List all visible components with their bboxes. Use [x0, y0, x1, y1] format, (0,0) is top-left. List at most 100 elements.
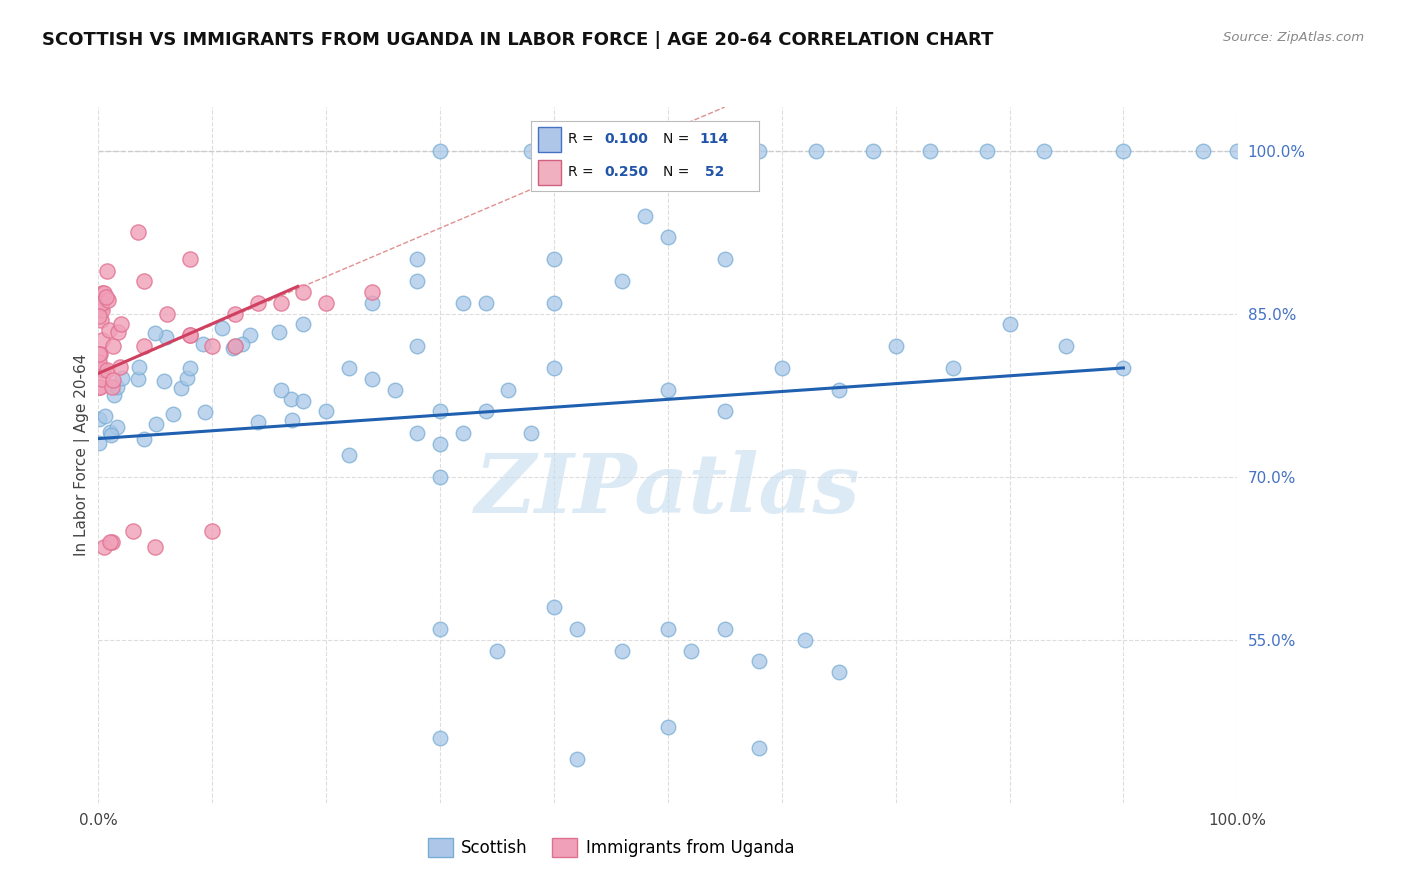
Point	[315, 295, 337, 310]
Point	[429, 144, 451, 158]
Point	[224, 339, 246, 353]
Point	[543, 252, 565, 267]
Point	[657, 720, 679, 734]
Point	[162, 407, 184, 421]
Point	[89, 354, 111, 368]
Point	[101, 373, 124, 387]
Point	[1192, 144, 1215, 158]
Point	[451, 426, 474, 441]
Point	[156, 307, 179, 321]
Point	[634, 209, 657, 223]
Point	[612, 643, 634, 657]
Point	[179, 252, 201, 267]
Point	[770, 360, 793, 375]
Point	[270, 295, 292, 310]
Point	[280, 392, 302, 406]
Point	[406, 339, 429, 353]
Point	[520, 426, 543, 441]
Point	[360, 285, 382, 299]
Point	[1054, 339, 1078, 353]
Point	[97, 293, 120, 307]
Point	[942, 360, 965, 375]
Point	[224, 307, 246, 321]
Point	[748, 655, 770, 669]
Point	[90, 300, 112, 314]
Point	[132, 339, 155, 353]
Point	[474, 295, 496, 310]
Point	[152, 374, 174, 388]
Point	[292, 285, 315, 299]
Point	[657, 230, 679, 244]
Point	[103, 388, 125, 402]
Point	[101, 379, 124, 393]
Point	[270, 383, 292, 397]
Point	[292, 393, 315, 408]
Point	[657, 622, 679, 636]
Point	[224, 339, 246, 353]
Point	[429, 622, 451, 636]
Point	[748, 144, 770, 158]
Point	[110, 318, 132, 332]
Point	[191, 337, 214, 351]
Point	[145, 541, 167, 555]
Point	[103, 339, 125, 353]
Point	[128, 360, 150, 375]
Text: ZIPatlas: ZIPatlas	[475, 450, 860, 530]
Point	[292, 318, 315, 332]
Point	[246, 415, 269, 429]
Point	[429, 731, 451, 745]
Point	[1032, 144, 1054, 158]
Point	[90, 313, 112, 327]
Point	[91, 303, 114, 318]
Point	[176, 371, 198, 385]
Point	[91, 296, 114, 310]
Point	[657, 383, 679, 397]
Point	[98, 425, 121, 440]
Point	[1112, 144, 1135, 158]
Point	[132, 432, 155, 446]
Point	[612, 144, 634, 158]
Point	[127, 372, 149, 386]
Point	[96, 363, 118, 377]
Point	[91, 286, 114, 301]
Point	[406, 426, 429, 441]
Point	[384, 383, 406, 397]
Point	[89, 347, 111, 361]
Point	[96, 263, 118, 277]
Point	[211, 321, 233, 335]
Point	[98, 534, 121, 549]
Point	[170, 381, 193, 395]
Point	[486, 643, 509, 657]
Point	[127, 225, 149, 239]
Point	[105, 420, 128, 434]
Point	[690, 144, 713, 158]
Point	[89, 380, 111, 394]
Point	[679, 643, 702, 657]
Point	[90, 372, 112, 386]
Point	[862, 144, 884, 158]
Point	[543, 600, 565, 615]
Point	[201, 339, 224, 353]
Point	[520, 144, 543, 158]
Point	[828, 665, 851, 680]
Point	[93, 285, 115, 300]
Point	[94, 409, 117, 423]
Point	[121, 524, 143, 538]
Point	[87, 380, 110, 394]
Point	[1226, 144, 1249, 158]
Point	[748, 741, 770, 756]
Point	[179, 360, 201, 375]
Point	[280, 413, 302, 427]
Point	[87, 309, 110, 323]
Point	[269, 325, 291, 339]
Point	[1112, 360, 1135, 375]
Point	[714, 404, 737, 418]
Point	[474, 404, 496, 418]
Point	[231, 337, 253, 351]
Point	[179, 328, 201, 343]
Point	[565, 622, 588, 636]
Point	[239, 327, 262, 342]
Point	[91, 333, 114, 347]
Text: SCOTTISH VS IMMIGRANTS FROM UGANDA IN LABOR FORCE | AGE 20-64 CORRELATION CHART: SCOTTISH VS IMMIGRANTS FROM UGANDA IN LA…	[42, 31, 994, 49]
Point	[155, 329, 177, 343]
